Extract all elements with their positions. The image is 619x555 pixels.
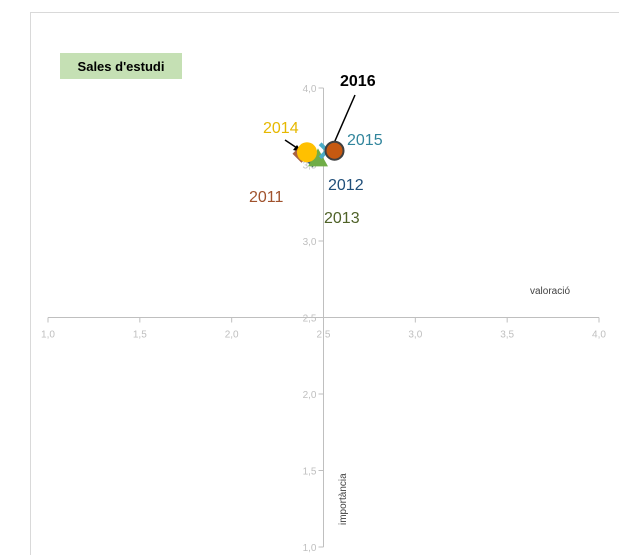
data-points — [292, 140, 345, 168]
y-tick-label: 4,0 — [303, 84, 317, 95]
y-tick-label: 2,0 — [303, 390, 317, 401]
year-label-2015: 2015 — [347, 132, 383, 149]
year-label-2016: 2016 — [340, 73, 376, 90]
chart-title-box — [60, 53, 182, 79]
year-label-2011: 2011 — [249, 189, 284, 206]
y-tick-label: 3,0 — [303, 237, 317, 248]
y-axis-title: importància — [338, 473, 349, 525]
year-label-2013: 2013 — [324, 210, 360, 227]
chart-frame — [30, 12, 619, 555]
x-tick-label: 1,0 — [41, 330, 55, 341]
x-tick-label: 3,0 — [408, 330, 422, 341]
x-tick-label: 2,5 — [317, 330, 331, 341]
chart-title: Sales d'estudi — [78, 59, 165, 74]
year-labels: 2011 2012 2013 2014 2015 2016 — [249, 73, 383, 227]
x-tick-label: 3,5 — [500, 330, 514, 341]
x-tick-label: 2,0 — [225, 330, 239, 341]
year-label-2014: 2014 — [263, 120, 299, 137]
y-tick-label: 1,5 — [303, 467, 317, 478]
point-2014 — [296, 142, 317, 163]
point-2013 — [307, 148, 328, 167]
x-axis-title: valoració — [530, 286, 570, 297]
year-label-2012: 2012 — [328, 177, 364, 194]
x-tick-label: 1,5 — [133, 330, 147, 341]
x-tick-label: 4,0 — [592, 330, 606, 341]
y-tick-label: 2,5 — [303, 314, 317, 325]
point-2016 — [324, 140, 345, 161]
y-tick-label: 1,0 — [303, 543, 317, 554]
